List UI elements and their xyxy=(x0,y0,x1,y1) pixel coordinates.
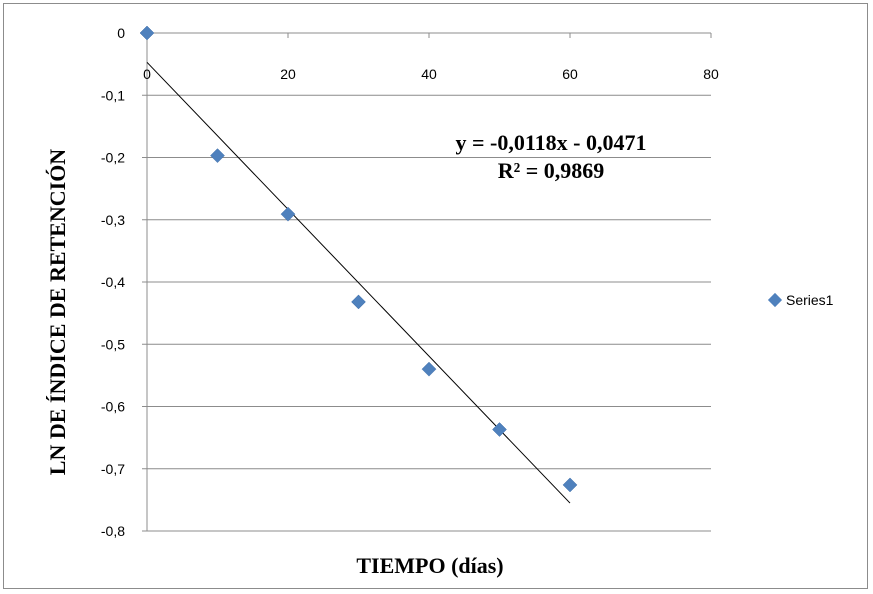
x-tick-label-3: 60 xyxy=(562,66,578,82)
data-point-0-1 xyxy=(210,148,225,163)
gridlines xyxy=(142,32,712,532)
x-axis-title: TIEMPO (días) xyxy=(356,553,504,578)
legend-label: Series1 xyxy=(786,292,834,308)
data-point-0-4 xyxy=(421,361,437,377)
data-point-0-6 xyxy=(562,477,578,493)
y-tick-label-3: -0,3 xyxy=(101,212,125,228)
data-point-0-0 xyxy=(139,25,155,41)
x-tick-label-2: 40 xyxy=(421,66,437,82)
y-tick-label-6: -0,6 xyxy=(101,399,125,415)
x-tick-label-4: 80 xyxy=(703,66,719,82)
data-point-0-5 xyxy=(492,422,507,437)
y-tick-label-4: -0,4 xyxy=(101,274,125,290)
trendline-group xyxy=(146,61,571,504)
x-tick-labels: 0 20 40 60 80 xyxy=(143,66,719,82)
y-tick-labels: 0 -0,1 -0,2 -0,3 -0,4 -0,5 -0,6 -0,7 -0,8 xyxy=(101,25,125,539)
data-points xyxy=(139,25,578,493)
y-tick-label-1: -0,1 xyxy=(101,87,125,103)
y-tick-label-0: 0 xyxy=(117,25,125,41)
x-tick-label-1: 20 xyxy=(280,66,296,82)
legend-diamond-icon xyxy=(767,292,783,308)
y-tick-label-7: -0,7 xyxy=(101,461,125,477)
trendline-equation: y = -0,0118x - 0,0471 xyxy=(456,130,647,155)
y-tick-label-2: -0,2 xyxy=(101,150,125,166)
y-tick-label-8: -0,8 xyxy=(101,523,125,539)
y-tick-label-5: -0,5 xyxy=(101,336,125,352)
legend: Series1 xyxy=(767,292,834,308)
trendline xyxy=(146,61,571,504)
y-axis-title: LN DE ÍNDICE DE RETENCIÓN xyxy=(45,148,70,476)
data-point-0-3 xyxy=(351,294,366,310)
x-tick-label-0: 0 xyxy=(143,66,151,82)
trendline-r-squared: R² = 0,9869 xyxy=(498,158,605,183)
data-point-0-2 xyxy=(280,206,296,222)
